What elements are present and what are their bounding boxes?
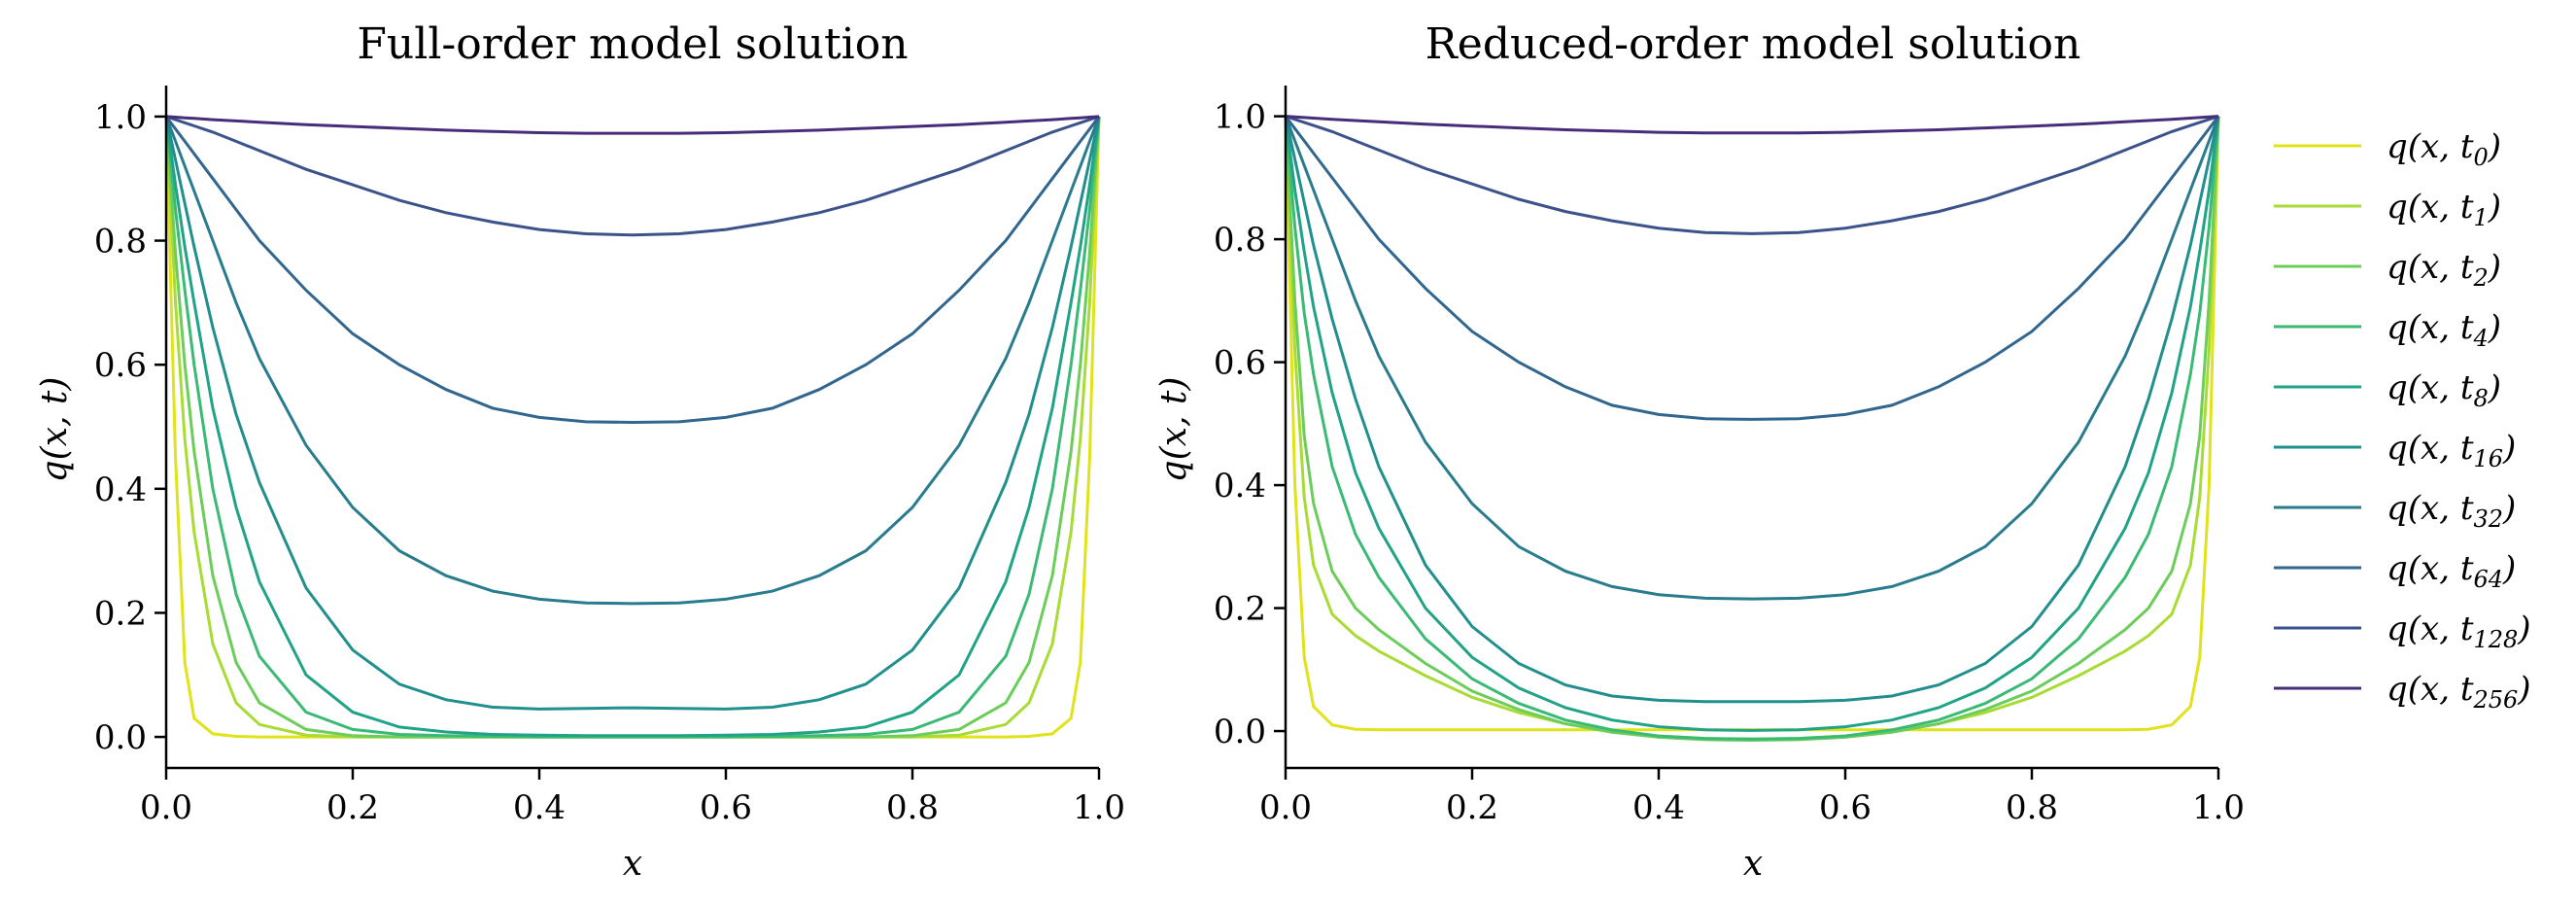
series-line-t2 [1284,116,2220,743]
y-tick-label: 1.0 [1214,98,1266,137]
y-tick-label: 0.6 [94,346,147,385]
x-tick-label: 0.0 [140,788,192,827]
series-line-t64 [1284,115,2220,421]
chart-title: Reduced-order model solution [1425,19,2081,69]
series-line-t1 [164,116,1101,739]
y-axis-label: q(x, t) [35,377,75,483]
x-tick-label: 0.6 [700,788,752,827]
x-tick-label: 0.8 [2006,788,2058,827]
legend-label: q(x, t8) [2387,368,2501,412]
y-tick-label: 0.4 [94,470,147,509]
y-tick-label: 0.2 [1214,590,1266,629]
series-line-t128 [1285,115,2219,235]
x-axis-label: x [1743,844,1763,884]
y-axis-label: q(x, t) [1154,377,1194,483]
series-line-t256 [165,115,1100,135]
x-tick-label: 1.0 [1073,788,1125,827]
series-line-t16 [164,116,1101,711]
series-line-t8 [164,116,1101,738]
legend-label: q(x, t16) [2387,429,2516,472]
full-order-panel: Full-order model solution x q(x, t) 0.0 0… [35,19,1125,884]
legend-label: q(x, t64) [2387,549,2516,593]
y-tick-label: 0.8 [1214,221,1266,260]
x-axis-label: x [623,844,642,884]
legend-label: q(x, t256) [2387,670,2531,714]
x-tick-label: 0.4 [1632,788,1685,827]
reduced-order-panel: Reduced-order model solution x q(x, t) 0… [1154,19,2245,884]
series-line-t128 [165,115,1100,237]
series-line-t32 [164,116,1101,606]
legend: q(x, t0) q(x, t1) q(x, t2) q(x, t4) q(x, t8)… [2274,127,2531,714]
y-tick-label: 0.2 [94,594,147,633]
y-tick-label: 1.0 [94,98,147,137]
x-tick-label: 0.4 [513,788,566,827]
legend-label: q(x, t2) [2387,248,2501,292]
series-line-t4 [1284,116,2220,741]
x-tick-label: 0.6 [1819,788,1872,827]
legend-label: q(x, t128) [2387,610,2531,653]
series-line-t0 [164,116,1101,739]
series-line-t4 [164,116,1101,739]
x-tick-label: 1.0 [2192,788,2245,827]
x-tick-label: 0.8 [886,788,939,827]
legend-label: q(x, t1) [2387,188,2501,231]
y-tick-label: 0.0 [94,718,147,757]
series-line-t2 [164,116,1101,739]
series-line-t64 [164,116,1101,425]
y-tick-label: 0.8 [94,223,147,261]
series-line-t16 [1284,116,2220,704]
x-tick-label: 0.2 [1446,788,1498,827]
x-tick-label: 0.2 [326,788,379,827]
legend-label: q(x, t4) [2387,308,2501,352]
series-line-t32 [1284,116,2220,601]
y-tick-label: 0.0 [1214,713,1266,751]
series-line-t256 [1285,115,2219,135]
legend-label: q(x, t0) [2387,127,2501,171]
y-tick-label: 0.4 [1214,467,1266,505]
x-tick-label: 0.0 [1259,788,1312,827]
series-line-t8 [1284,116,2220,732]
legend-label: q(x, t32) [2387,489,2516,533]
chart-title: Full-order model solution [357,19,908,69]
series-line-t1 [1284,116,2220,741]
y-tick-label: 0.6 [1214,344,1266,383]
